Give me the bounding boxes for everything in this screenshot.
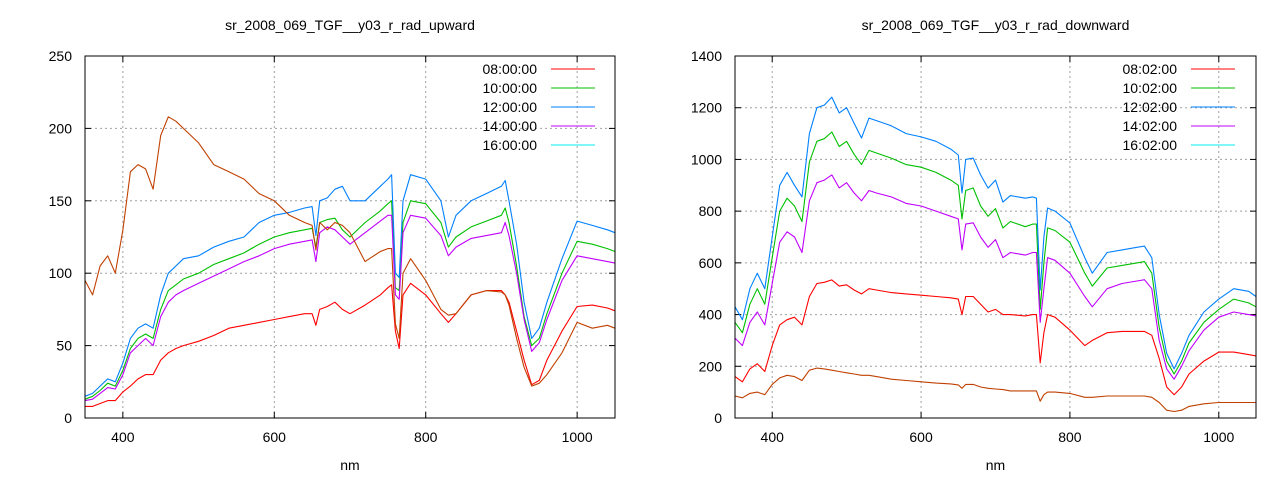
chart-title: sr_2008_069_TGF__y03_r_rad_upward [225, 17, 475, 33]
legend-label: 08:02:00 [1123, 61, 1178, 77]
legend-label: 16:02:00 [1123, 137, 1178, 153]
x-tick-label: 800 [414, 429, 438, 445]
legend-label: 14:00:00 [483, 118, 538, 134]
y-tick-label: 150 [49, 193, 73, 209]
y-tick-label: 1200 [691, 100, 722, 116]
x-tick-label: 1000 [562, 429, 593, 445]
y-tick-label: 1000 [691, 151, 722, 167]
y-tick-label: 0 [64, 410, 72, 426]
x-tick-label: 1000 [1203, 429, 1234, 445]
series-line-08-00-00 [85, 282, 616, 407]
x-axis-label: nm [986, 457, 1005, 473]
legend-label: 10:00:00 [483, 80, 538, 96]
chart-title: sr_2008_069_TGF__y03_r_rad_downward [862, 17, 1130, 33]
x-tick-label: 600 [263, 429, 287, 445]
series-line-08-02-00 [734, 279, 1257, 396]
legend-label: 12:02:00 [1123, 99, 1178, 115]
series-line-12-00-00 [84, 174, 616, 397]
x-tick-label: 400 [761, 429, 785, 445]
chart-panel-0: 400 600 800 1000 0 50 100 150 200 250 08:00:00 10:0… [49, 17, 616, 473]
series-line-unlabeled [734, 367, 1256, 413]
series-line-10-02-00 [734, 131, 1257, 375]
legend-label: 12:00:00 [483, 99, 538, 115]
legend-label: 08:00:00 [483, 61, 538, 77]
plot-border [734, 55, 1257, 419]
x-tick-label: 400 [111, 429, 135, 445]
series-line-14-00-00 [84, 214, 616, 402]
y-tick-label: 200 [49, 120, 73, 136]
y-tick-label: 1400 [691, 48, 722, 64]
y-tick-label: 800 [699, 203, 723, 219]
y-tick-label: 600 [699, 255, 723, 271]
legend-label: 14:02:00 [1123, 118, 1178, 134]
y-tick-label: 50 [56, 338, 72, 354]
y-tick-label: 250 [49, 48, 73, 64]
chart-panel-1: 400 600 800 1000 0 200 400 600 800 1000 1200 1400 08… [691, 17, 1257, 473]
series-line-12-02-00 [734, 96, 1257, 370]
y-tick-label: 0 [714, 410, 722, 426]
y-tick-label: 400 [699, 307, 723, 323]
series-line-unlabeled [84, 116, 616, 387]
x-tick-label: 800 [1058, 429, 1082, 445]
x-tick-label: 600 [909, 429, 933, 445]
legend-label: 16:00:00 [483, 137, 538, 153]
series-line-14-02-00 [734, 174, 1257, 380]
legend-label: 10:02:00 [1123, 80, 1178, 96]
series-line-10-00-00 [84, 200, 616, 400]
y-tick-label: 200 [699, 358, 723, 374]
x-axis-label: nm [340, 457, 359, 473]
plot-border [84, 55, 616, 419]
y-tick-label: 100 [49, 265, 73, 281]
